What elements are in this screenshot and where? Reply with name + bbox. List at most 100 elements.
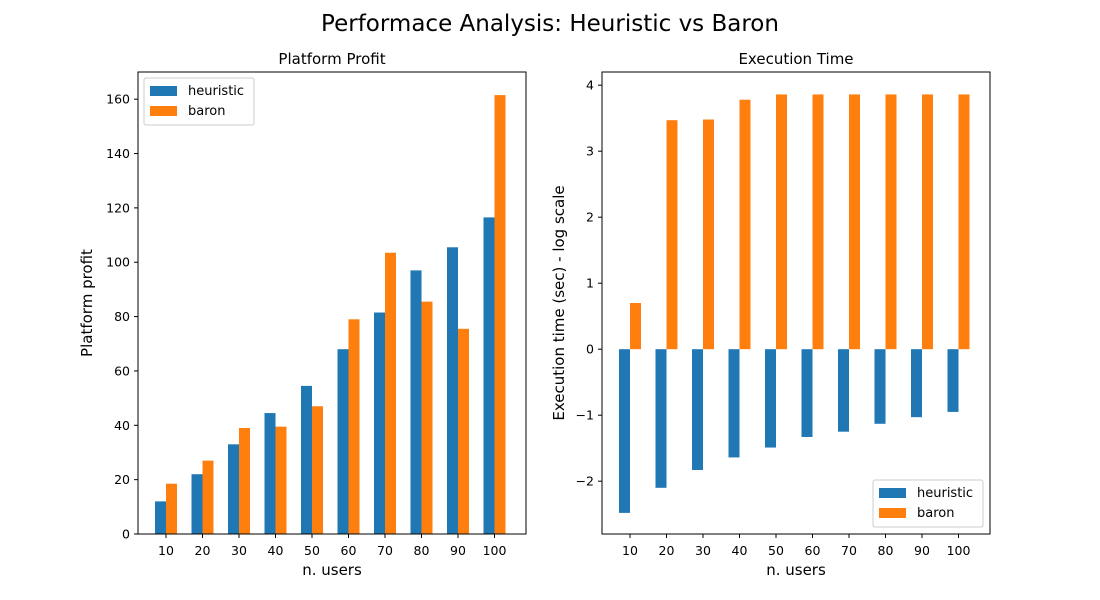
xtick-label: 60 bbox=[341, 543, 357, 558]
chart-execution-time-yticks: −2 −1 0 1 2 3 4 bbox=[576, 78, 602, 489]
bar-heuristic-30 bbox=[692, 349, 703, 470]
chart-platform-profit-xticks: 10 20 30 40 50 60 70 80 90 100 bbox=[158, 534, 506, 558]
xtick-label: 100 bbox=[483, 543, 507, 558]
xtick-label: 80 bbox=[878, 543, 894, 558]
bar-baron-100 bbox=[958, 94, 970, 350]
bar-heuristic-90 bbox=[447, 247, 458, 534]
ytick-label: 1 bbox=[586, 276, 594, 291]
chart-execution-time-bars bbox=[619, 94, 970, 513]
legend-label-heuristic: heuristic bbox=[917, 486, 973, 501]
xtick-label: 90 bbox=[450, 543, 466, 558]
bar-baron-80 bbox=[885, 94, 897, 350]
bar-heuristic-30 bbox=[228, 444, 239, 534]
bar-heuristic-10 bbox=[155, 501, 166, 534]
legend-swatch-baron bbox=[150, 106, 177, 116]
bar-baron-70 bbox=[385, 252, 396, 535]
chart-platform-profit-frame bbox=[137, 71, 527, 535]
bar-baron-10 bbox=[630, 303, 641, 350]
bar-baron-90 bbox=[922, 94, 933, 350]
ytick-label: −1 bbox=[576, 408, 594, 423]
ytick-label: 60 bbox=[114, 363, 130, 378]
legend-swatch-heuristic bbox=[150, 86, 177, 96]
chart-execution-time-title: Execution Time bbox=[738, 50, 853, 68]
chart-execution-time-legend: heuristic baron bbox=[872, 479, 984, 528]
bar-heuristic-60 bbox=[337, 349, 349, 534]
xtick-label: 70 bbox=[841, 543, 857, 558]
chart-execution-time-xticks: 10 20 30 40 50 60 70 80 90 100 bbox=[622, 534, 970, 558]
ytick-label: 4 bbox=[586, 78, 594, 93]
xtick-label: 50 bbox=[304, 543, 320, 558]
bar-baron-20 bbox=[202, 460, 214, 534]
legend-swatch-heuristic bbox=[879, 488, 906, 498]
xtick-label: 10 bbox=[622, 543, 638, 558]
xtick-label: 60 bbox=[805, 543, 821, 558]
chart-platform-profit-title: Platform Profit bbox=[278, 50, 385, 68]
xtick-label: 40 bbox=[732, 543, 748, 558]
chart-platform-profit-xlabel: n. users bbox=[302, 561, 362, 579]
chart-execution-time-frame bbox=[601, 71, 991, 535]
xtick-label: 100 bbox=[947, 543, 971, 558]
chart-execution-time-ylabel: Execution time (sec) - log scale bbox=[550, 185, 568, 420]
bar-baron-50 bbox=[776, 94, 787, 350]
bar-heuristic-70 bbox=[374, 312, 385, 534]
bar-heuristic-10 bbox=[619, 349, 630, 513]
bar-heuristic-100 bbox=[483, 217, 495, 535]
ytick-label: 120 bbox=[106, 200, 130, 215]
xtick-label: 10 bbox=[158, 543, 174, 558]
bar-baron-80 bbox=[421, 301, 433, 534]
bar-baron-60 bbox=[812, 94, 824, 350]
chart-platform-profit-legend: heuristic baron bbox=[143, 77, 255, 126]
xtick-label: 20 bbox=[659, 543, 675, 558]
bar-baron-30 bbox=[703, 119, 714, 350]
ytick-label: 0 bbox=[122, 527, 130, 542]
ytick-label: 2 bbox=[586, 210, 594, 225]
xtick-label: 70 bbox=[377, 543, 393, 558]
xtick-label: 40 bbox=[268, 543, 284, 558]
bar-heuristic-40 bbox=[728, 349, 740, 458]
xtick-label: 30 bbox=[695, 543, 711, 558]
bar-baron-60 bbox=[348, 319, 360, 534]
bar-baron-10 bbox=[166, 483, 177, 534]
bar-baron-40 bbox=[275, 426, 287, 534]
bar-heuristic-50 bbox=[301, 385, 312, 534]
ytick-label: 160 bbox=[106, 92, 130, 107]
xtick-label: 90 bbox=[914, 543, 930, 558]
xtick-label: 80 bbox=[414, 543, 430, 558]
bar-baron-70 bbox=[849, 94, 860, 350]
bar-heuristic-20 bbox=[655, 349, 667, 488]
chart-platform-profit: 0 20 40 60 80 100 120 140 160 10 20 30 40 50 60 70 80 90… bbox=[78, 50, 527, 579]
bar-baron-100 bbox=[494, 95, 506, 534]
ytick-label: 20 bbox=[114, 472, 130, 487]
bar-heuristic-20 bbox=[191, 474, 203, 534]
legend-label-heuristic: heuristic bbox=[188, 84, 244, 99]
chart-execution-time: −2 −1 0 1 2 3 4 10 20 30 40 50 60 70 80 90 100 Executio… bbox=[550, 50, 991, 579]
ytick-label: 3 bbox=[586, 144, 594, 159]
xtick-label: 20 bbox=[195, 543, 211, 558]
bar-heuristic-70 bbox=[838, 349, 849, 432]
chart-execution-time-xlabel: n. users bbox=[766, 561, 826, 579]
xtick-label: 30 bbox=[231, 543, 247, 558]
bar-heuristic-80 bbox=[410, 270, 422, 534]
chart-platform-profit-bars bbox=[155, 95, 506, 535]
bar-baron-50 bbox=[312, 406, 323, 534]
bar-heuristic-40 bbox=[264, 413, 276, 534]
bar-heuristic-90 bbox=[911, 349, 922, 418]
legend-label-baron: baron bbox=[188, 104, 225, 119]
ytick-label: 40 bbox=[114, 418, 130, 433]
chart-platform-profit-yticks: 0 20 40 60 80 100 120 140 160 bbox=[106, 92, 138, 542]
bar-heuristic-80 bbox=[874, 349, 886, 424]
bar-heuristic-100 bbox=[947, 349, 959, 412]
xtick-label: 50 bbox=[768, 543, 784, 558]
bar-heuristic-60 bbox=[801, 349, 813, 437]
bar-baron-90 bbox=[458, 328, 469, 534]
ytick-label: 100 bbox=[106, 255, 130, 270]
bar-baron-30 bbox=[239, 428, 250, 534]
ytick-label: 140 bbox=[106, 146, 130, 161]
figure-suptitle: Performace Analysis: Heuristic vs Baron bbox=[321, 11, 779, 37]
bar-heuristic-50 bbox=[765, 349, 776, 448]
ytick-label: −2 bbox=[576, 474, 594, 489]
legend-label-baron: baron bbox=[917, 506, 954, 521]
chart-platform-profit-ylabel: Platform profit bbox=[78, 249, 96, 357]
ytick-label: 0 bbox=[586, 342, 594, 357]
